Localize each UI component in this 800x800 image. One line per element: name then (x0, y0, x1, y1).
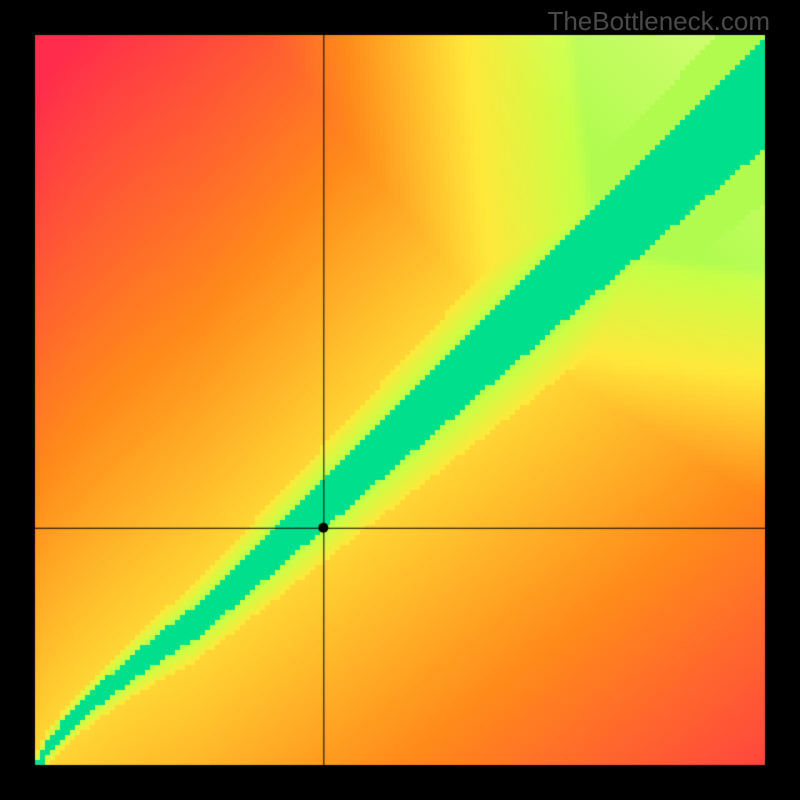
chart-container: TheBottleneck.com (0, 0, 800, 800)
watermark-text: TheBottleneck.com (547, 6, 770, 37)
heatmap-canvas (0, 0, 800, 800)
